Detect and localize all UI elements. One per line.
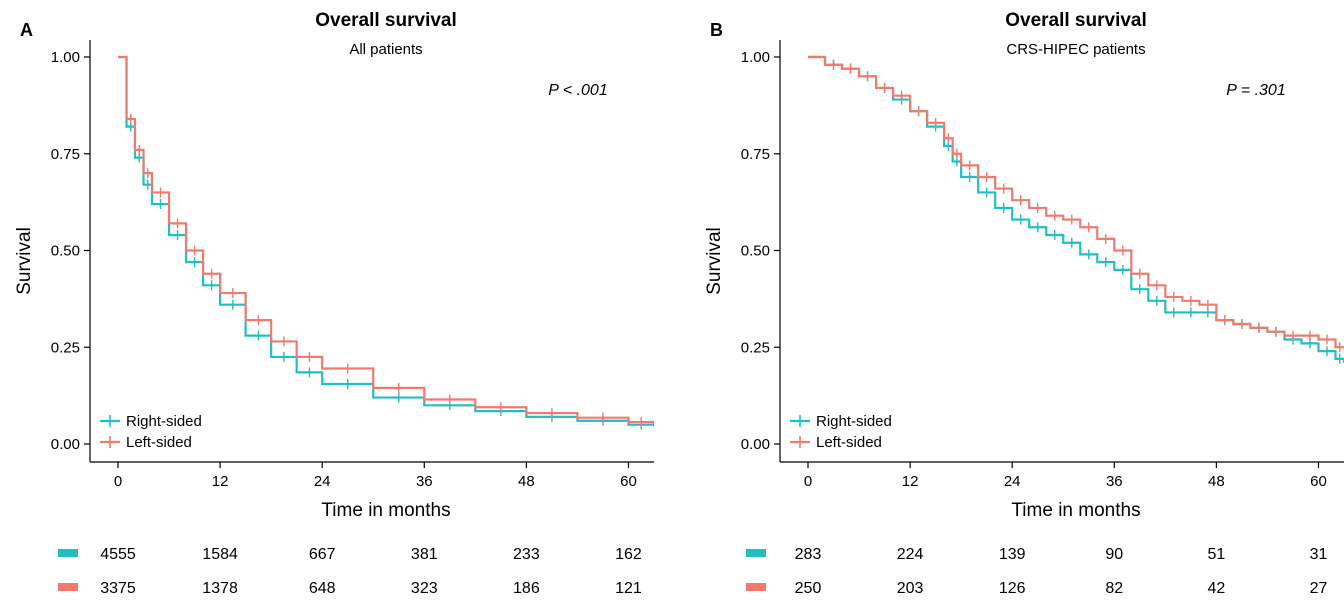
chart-subtitle: CRS-HIPEC patients xyxy=(1006,41,1145,58)
panel-b: B Overall survival CRS-HIPEC patients P = .… xyxy=(704,10,1344,597)
risk-row-swatch xyxy=(746,549,766,557)
risk-count: 82 xyxy=(1105,580,1123,597)
risk-count: 126 xyxy=(999,580,1026,597)
risk-count: 186 xyxy=(513,580,540,597)
risk-count: 224 xyxy=(897,546,924,563)
y-tick-label: 0.50 xyxy=(741,243,770,260)
risk-count: 283 xyxy=(795,546,822,563)
survival-curve-left-sided xyxy=(808,55,1344,349)
curves xyxy=(118,55,654,430)
p-value: P = .301 xyxy=(1226,82,1285,99)
y-tick-label: 0.00 xyxy=(741,436,770,453)
y-tick-label: 1.00 xyxy=(741,49,770,66)
x-tick-label: 60 xyxy=(1310,473,1327,490)
risk-count: 139 xyxy=(999,546,1026,563)
x-tick-label: 12 xyxy=(902,473,919,490)
chart-title: Overall survival xyxy=(1005,10,1147,31)
legend-label: Left-sided xyxy=(816,434,882,451)
p-value: P < .001 xyxy=(548,82,607,99)
x-axis-label: Time in months xyxy=(1011,500,1140,521)
x-tick-label: 0 xyxy=(114,473,122,490)
y-tick-label: 0.25 xyxy=(51,339,80,356)
risk-count: 162 xyxy=(615,546,642,563)
y-axis-label: Survival xyxy=(14,227,35,295)
risk-count: 51 xyxy=(1207,546,1225,563)
risk-count: 90 xyxy=(1105,546,1123,563)
y-tick-label: 0.75 xyxy=(51,146,80,163)
x-tick-label: 36 xyxy=(416,473,433,490)
y-tick-label: 0.00 xyxy=(51,436,80,453)
risk-count: 42 xyxy=(1207,580,1225,597)
risk-count: 3375 xyxy=(100,580,136,597)
risk-count: 250 xyxy=(795,580,822,597)
risk-count: 381 xyxy=(411,546,438,563)
chart-title: Overall survival xyxy=(315,10,457,31)
x-tick-label: 24 xyxy=(314,473,331,490)
x-tick-label: 0 xyxy=(804,473,812,490)
y-axis-label: Survival xyxy=(704,227,725,295)
panel-a: A Overall survival All patients P < .001 0.0… xyxy=(14,10,654,597)
x-tick-label: 24 xyxy=(1004,473,1021,490)
risk-count: 233 xyxy=(513,546,540,563)
risk-count: 667 xyxy=(309,546,336,563)
chart-subtitle: All patients xyxy=(349,41,422,58)
legend-label: Right-sided xyxy=(126,413,202,430)
x-tick-label: 48 xyxy=(518,473,535,490)
risk-count: 31 xyxy=(1310,546,1328,563)
risk-row-swatch xyxy=(746,583,766,591)
risk-count: 27 xyxy=(1310,580,1328,597)
risk-count: 648 xyxy=(309,580,336,597)
y-tick-label: 0.25 xyxy=(741,339,770,356)
x-tick-label: 12 xyxy=(212,473,229,490)
x-tick-label: 60 xyxy=(620,473,637,490)
risk-count: 1378 xyxy=(202,580,238,597)
risk-row-swatch xyxy=(58,583,78,591)
risk-row-swatch xyxy=(58,549,78,557)
curves xyxy=(808,55,1344,364)
y-tick-label: 0.75 xyxy=(741,146,770,163)
survival-curve-left-sided xyxy=(118,55,654,424)
risk-count: 323 xyxy=(411,580,438,597)
legend-label: Right-sided xyxy=(816,413,892,430)
panel-letter: B xyxy=(710,20,723,40)
risk-count: 1584 xyxy=(202,546,238,563)
survival-curve-right-sided xyxy=(118,55,654,427)
y-tick-label: 0.50 xyxy=(51,243,80,260)
x-tick-label: 48 xyxy=(1208,473,1225,490)
legend-label: Left-sided xyxy=(126,434,192,451)
x-tick-label: 36 xyxy=(1106,473,1123,490)
risk-count: 203 xyxy=(897,580,924,597)
risk-count: 4555 xyxy=(100,546,136,563)
risk-count: 121 xyxy=(615,580,642,597)
x-axis-label: Time in months xyxy=(321,500,450,521)
panel-letter: A xyxy=(20,20,33,40)
y-tick-label: 1.00 xyxy=(51,49,80,66)
survival-curve-right-sided xyxy=(808,55,1344,363)
